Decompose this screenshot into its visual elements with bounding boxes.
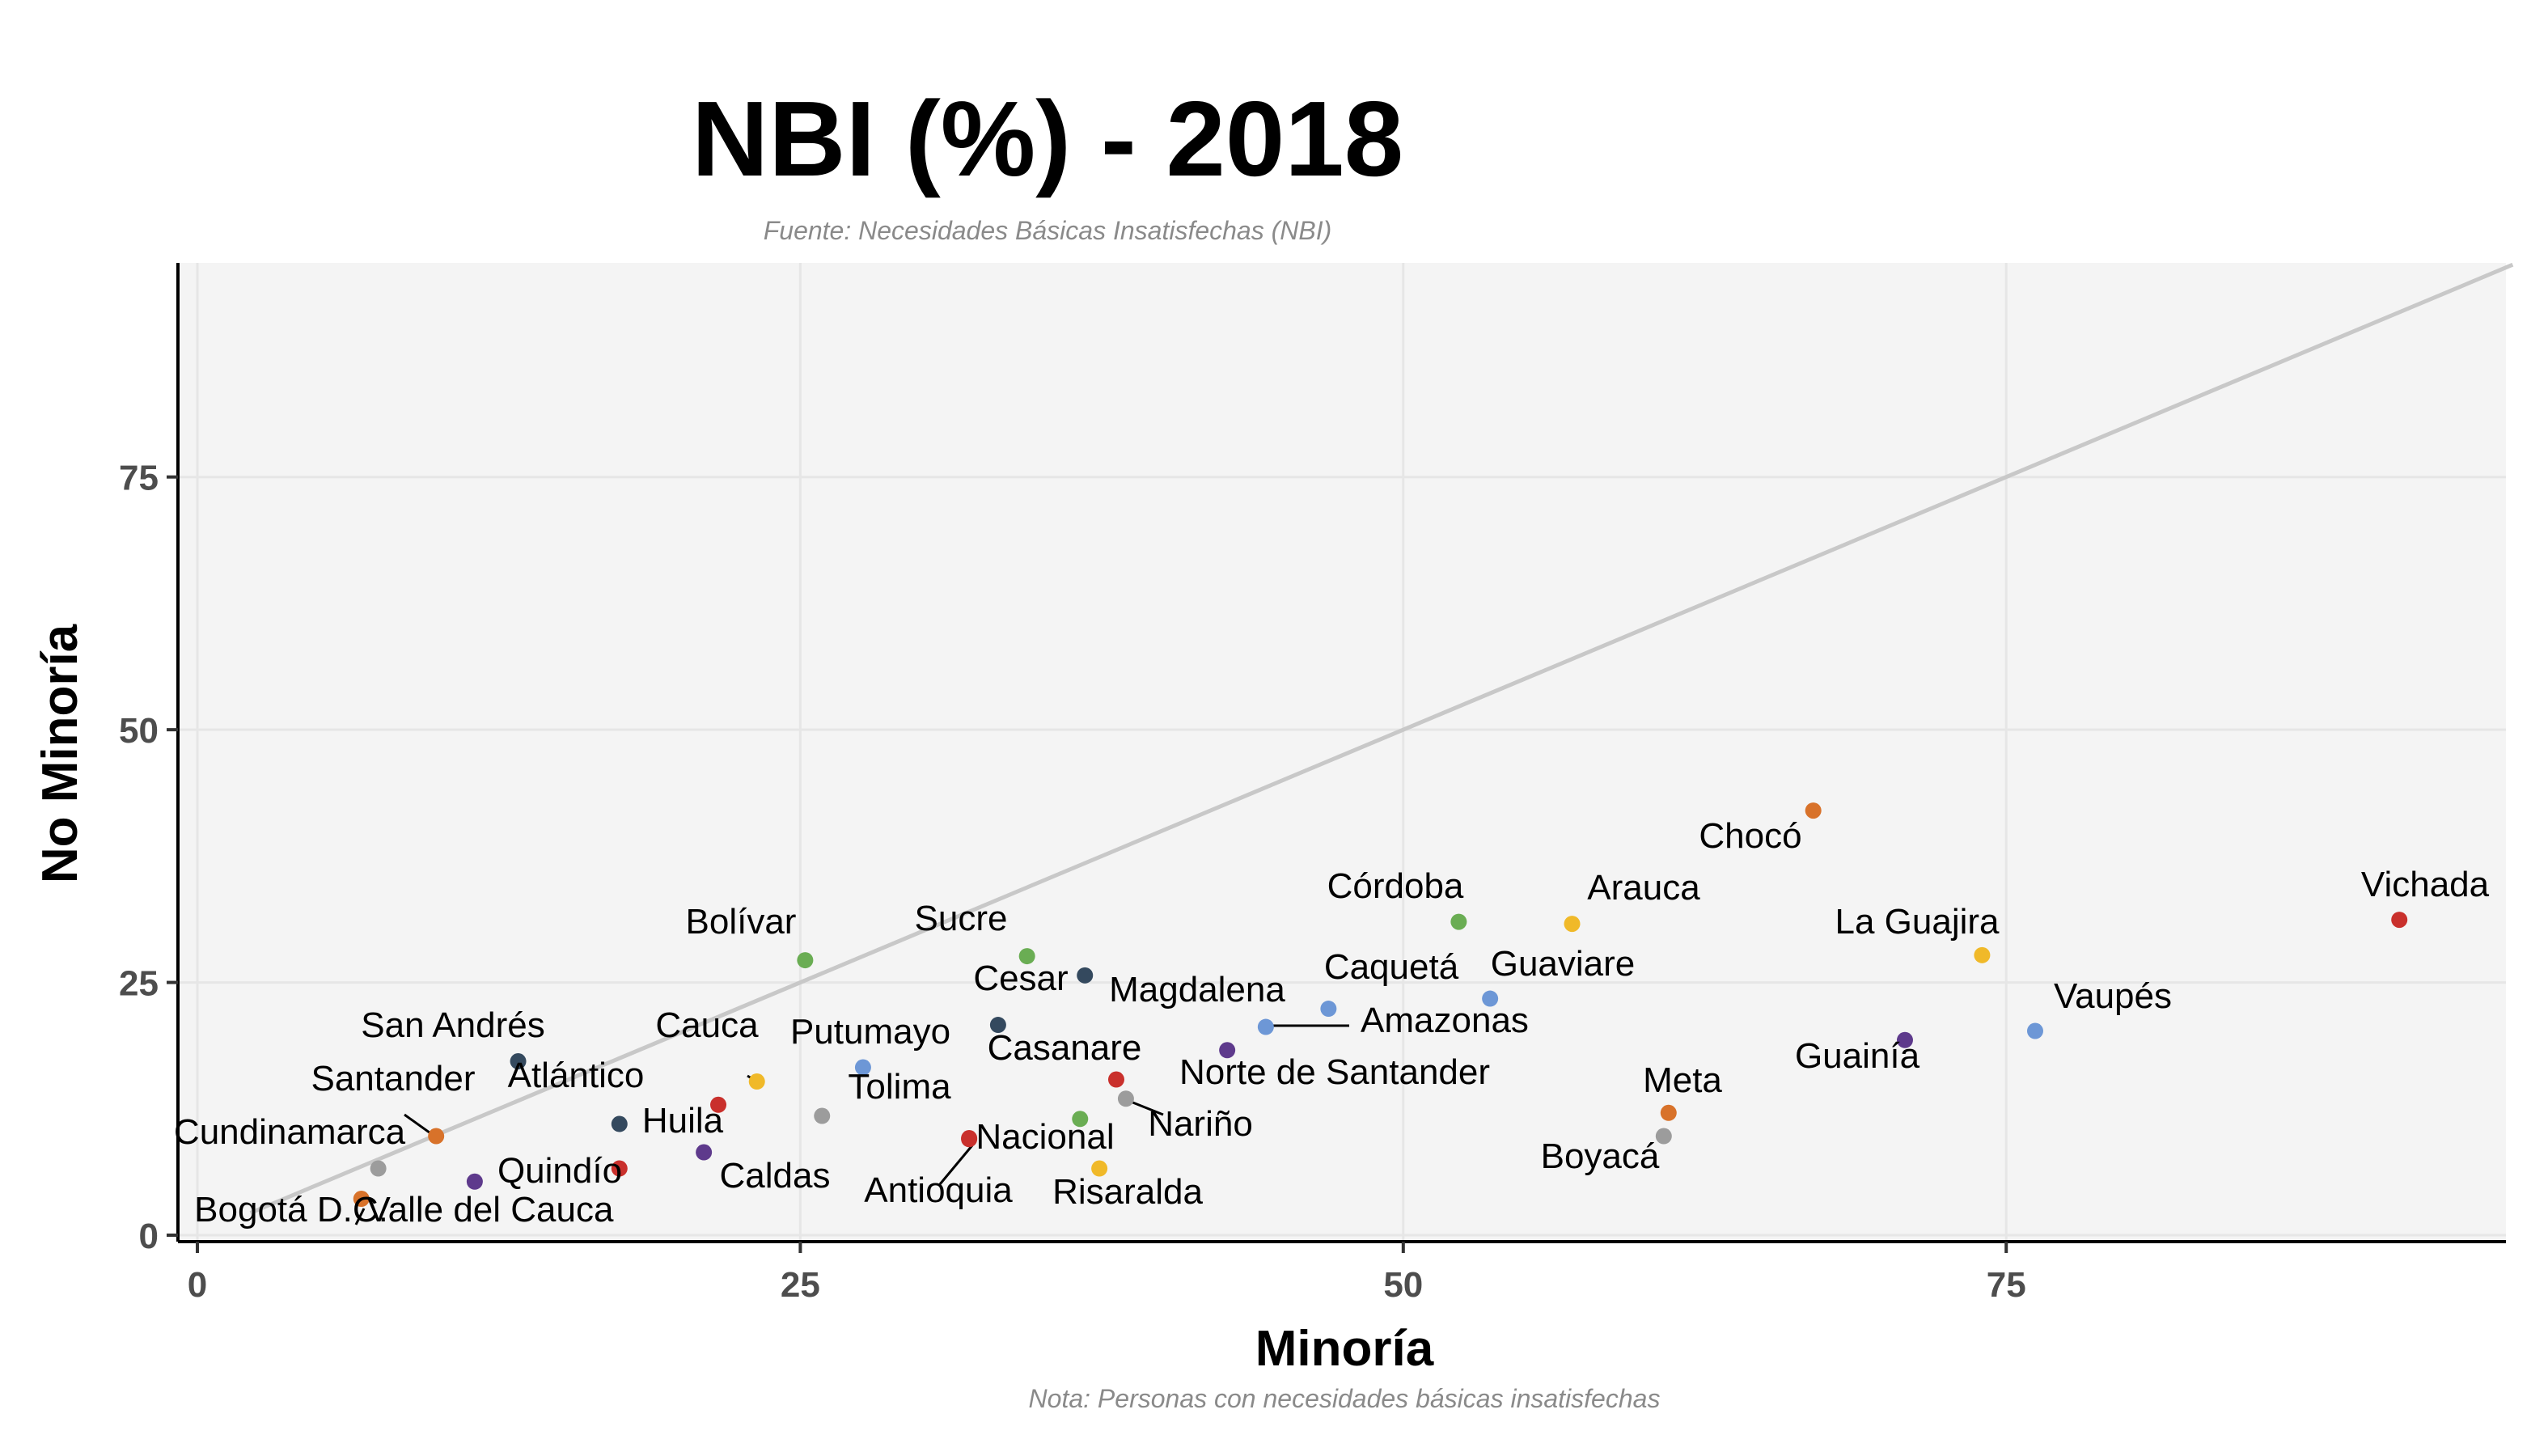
data-point [2391,912,2408,929]
label-leader-line [938,1145,974,1185]
point-label: Cauca [655,1005,759,1045]
x-tick-label: 75 [1987,1265,2026,1305]
data-point [370,1160,387,1177]
y-tick-label: 0 [139,1217,159,1256]
data-point [1896,1031,1913,1048]
identity-reference-line [249,262,2514,1215]
data-point [1219,1042,1236,1059]
data-point [1257,1018,1274,1035]
data-point [1320,1001,1337,1018]
point-label: Quindío [497,1151,622,1191]
data-point [1655,1128,1672,1145]
point-label: Atlántico [508,1056,645,1095]
data-point [353,1191,370,1208]
data-point [854,1059,871,1076]
point-label: San Andrés [361,1005,545,1045]
data-point [1450,913,1467,930]
data-point [814,1107,831,1124]
data-point [797,952,814,969]
y-axis-title: No Minoría [32,624,88,883]
point-label: Guainía [1795,1036,1920,1076]
data-point [1107,1071,1124,1088]
chart-title: NBI (%) - 2018 [692,79,1403,198]
point-label: Córdoba [1327,866,1464,906]
data-point [1805,802,1822,819]
chart-note: Nota: Personas con necesidades básicas i… [1029,1384,1661,1413]
data-point [611,1160,628,1177]
point-label: Norte de Santander [1179,1052,1490,1092]
point-label: Nacional [976,1117,1114,1157]
point-label: Valle del Cauca [367,1190,614,1230]
point-label: Huila [642,1101,724,1141]
y-tick-label: 50 [119,711,159,751]
point-label: Meta [1643,1060,1722,1100]
point-label: Vichada [2361,865,2490,904]
x-tick-label: 25 [781,1265,820,1305]
point-label: Sucre [915,899,1008,938]
data-point [696,1144,713,1161]
data-point [1482,990,1499,1007]
data-point [1564,916,1581,933]
data-point [1018,948,1035,965]
point-label: Cundinamarca [174,1112,406,1152]
data-point [428,1128,445,1145]
point-label: Putumayo [790,1012,950,1052]
data-point [466,1173,483,1190]
data-point [1117,1090,1134,1107]
x-tick-label: 0 [188,1265,207,1305]
point-label: Tolima [848,1067,951,1107]
plot-area: 0 25 50 75 0 25 50 75 Vichada Chocó La Guajira Vaup… [119,262,2514,1305]
y-tick-label: 75 [119,459,159,498]
point-label: Vaupés [2054,976,2172,1016]
point-label: Arauca [1587,868,1700,908]
point-label: Bogotá D.C. [194,1190,388,1230]
data-point [748,1073,765,1090]
data-point [1660,1104,1677,1121]
data-point [510,1053,527,1070]
point-label: Bolívar [686,902,797,942]
point-label: Santander [311,1059,475,1098]
data-point [1077,967,1094,984]
x-axis-title: Minoría [1255,1321,1434,1377]
point-label: Risaralda [1052,1172,1203,1212]
data-point [611,1115,628,1132]
data-point [1974,946,1991,963]
data-point [2026,1022,2043,1039]
point-label: Nariño [1148,1104,1253,1144]
y-tick-label: 25 [119,964,159,1004]
label-leader-line [354,1208,366,1225]
point-label: Caldas [720,1156,831,1196]
point-label: La Guajira [1835,902,2000,942]
point-label: Amazonas [1361,1001,1529,1040]
point-label: Antioquia [864,1170,1013,1210]
point-label: Guaviare [1491,944,1636,984]
point-label: Chocó [1699,816,1801,856]
data-point [1091,1160,1108,1177]
point-label: Cesar [973,959,1068,998]
point-label: Casanare [988,1028,1142,1068]
point-label: Magdalena [1109,970,1285,1009]
data-point [989,1017,1006,1034]
chart-subtitle: Fuente: Necesidades Básicas Insatisfecha… [764,216,1332,245]
data-point [710,1096,727,1113]
x-tick-label: 50 [1383,1265,1423,1305]
data-point [1072,1111,1089,1128]
data-point [961,1131,978,1148]
point-label: Caquetá [1324,947,1459,987]
label-leader-line [1130,1100,1164,1116]
point-label: Boyacá [1541,1136,1660,1176]
